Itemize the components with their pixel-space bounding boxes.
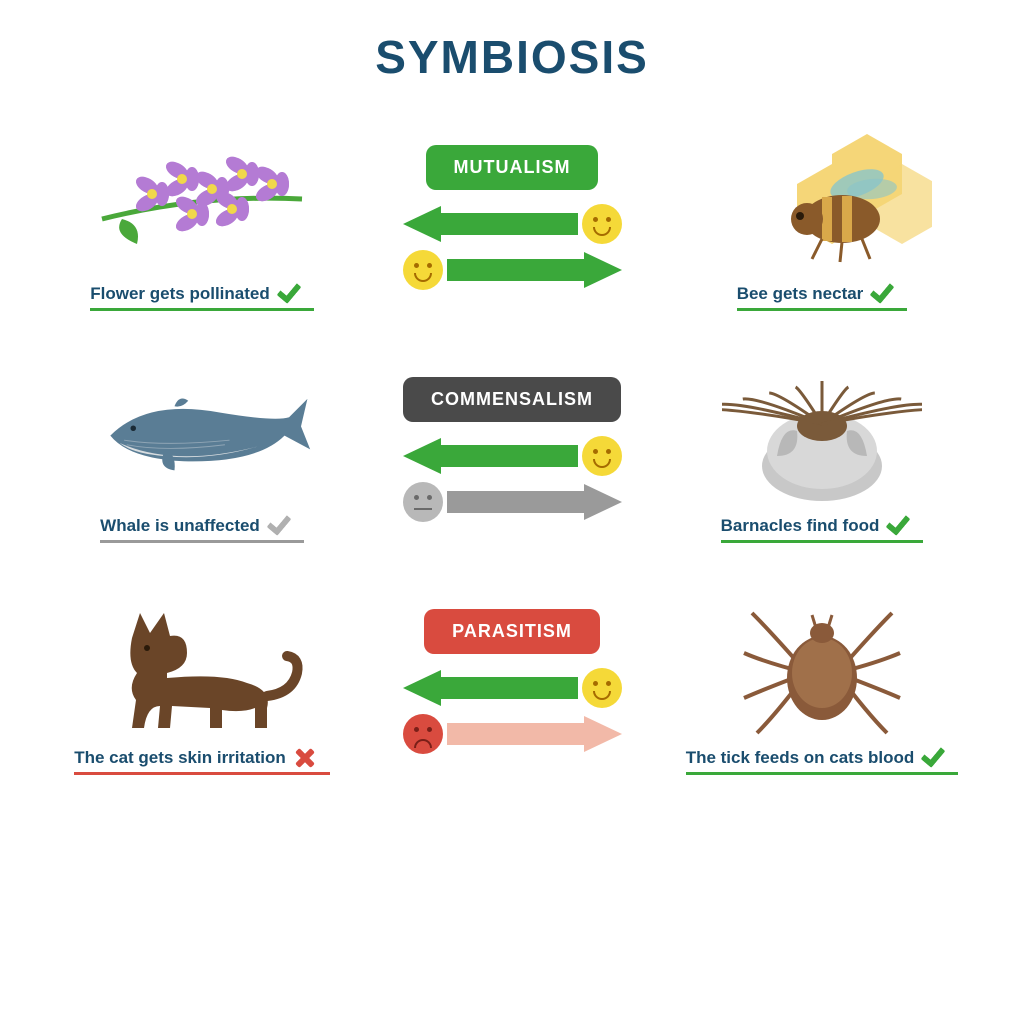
relationship-arrows: MUTUALISM bbox=[352, 145, 672, 290]
happy-face-icon bbox=[403, 250, 443, 290]
organism-left: Flower gets pollinated bbox=[52, 124, 352, 311]
caption-text: Barnacles find food bbox=[721, 516, 880, 536]
organism-right: The tick feeds on cats blood bbox=[672, 588, 972, 775]
sad-face-icon bbox=[403, 714, 443, 754]
x-icon bbox=[292, 746, 320, 770]
flower-illustration bbox=[92, 124, 312, 274]
arrow-row-bottom bbox=[403, 250, 622, 290]
organism-left: Whale is unaffected bbox=[52, 356, 352, 543]
relationship-pill: PARASITISM bbox=[424, 609, 600, 654]
arrow-right-icon bbox=[447, 252, 622, 288]
caption-text: The tick feeds on cats blood bbox=[686, 748, 915, 768]
check-icon bbox=[920, 746, 948, 770]
arrow-row-top bbox=[403, 204, 622, 244]
relationship-arrows: PARASITISM bbox=[352, 609, 672, 754]
check-icon bbox=[266, 514, 294, 538]
caption-row: The tick feeds on cats blood bbox=[686, 746, 959, 775]
tick-illustration bbox=[712, 588, 932, 738]
section-commensalism: Whale is unaffected COMMENSALISM Barnacle… bbox=[50, 356, 974, 543]
caption-row: The cat gets skin irritation bbox=[74, 746, 330, 775]
caption-row: Whale is unaffected bbox=[100, 514, 304, 543]
check-icon bbox=[276, 282, 304, 306]
section-parasitism: The cat gets skin irritation PARASITISM T… bbox=[50, 588, 974, 775]
organism-right: Bee gets nectar bbox=[672, 124, 972, 311]
caption-row: Flower gets pollinated bbox=[90, 282, 313, 311]
arrow-row-bottom bbox=[403, 482, 622, 522]
page-title: SYMBIOSIS bbox=[50, 30, 974, 84]
bee-illustration bbox=[712, 124, 932, 274]
happy-face-icon bbox=[582, 204, 622, 244]
arrow-row-top bbox=[403, 668, 622, 708]
organism-left: The cat gets skin irritation bbox=[52, 588, 352, 775]
whale-illustration bbox=[92, 356, 312, 506]
arrow-row-bottom bbox=[403, 714, 622, 754]
arrow-left-icon bbox=[403, 206, 578, 242]
organism-right: Barnacles find food bbox=[672, 356, 972, 543]
relationship-pill: MUTUALISM bbox=[426, 145, 599, 190]
cat-illustration bbox=[92, 588, 312, 738]
arrow-left-icon bbox=[403, 438, 578, 474]
arrow-row-top bbox=[403, 436, 622, 476]
relationship-arrows: COMMENSALISM bbox=[352, 377, 672, 522]
section-mutualism: Flower gets pollinated MUTUALISM Bee gets… bbox=[50, 124, 974, 311]
caption-row: Bee gets nectar bbox=[737, 282, 908, 311]
check-icon bbox=[885, 514, 913, 538]
barnacle-illustration bbox=[712, 356, 932, 506]
caption-text: The cat gets skin irritation bbox=[74, 748, 286, 768]
caption-text: Flower gets pollinated bbox=[90, 284, 269, 304]
caption-row: Barnacles find food bbox=[721, 514, 924, 543]
caption-text: Bee gets nectar bbox=[737, 284, 864, 304]
happy-face-icon bbox=[582, 436, 622, 476]
relationship-pill: COMMENSALISM bbox=[403, 377, 621, 422]
caption-text: Whale is unaffected bbox=[100, 516, 260, 536]
arrow-right-icon bbox=[447, 484, 622, 520]
arrow-right-icon bbox=[447, 716, 622, 752]
check-icon bbox=[869, 282, 897, 306]
neutral-face-icon bbox=[403, 482, 443, 522]
arrow-left-icon bbox=[403, 670, 578, 706]
happy-face-icon bbox=[582, 668, 622, 708]
